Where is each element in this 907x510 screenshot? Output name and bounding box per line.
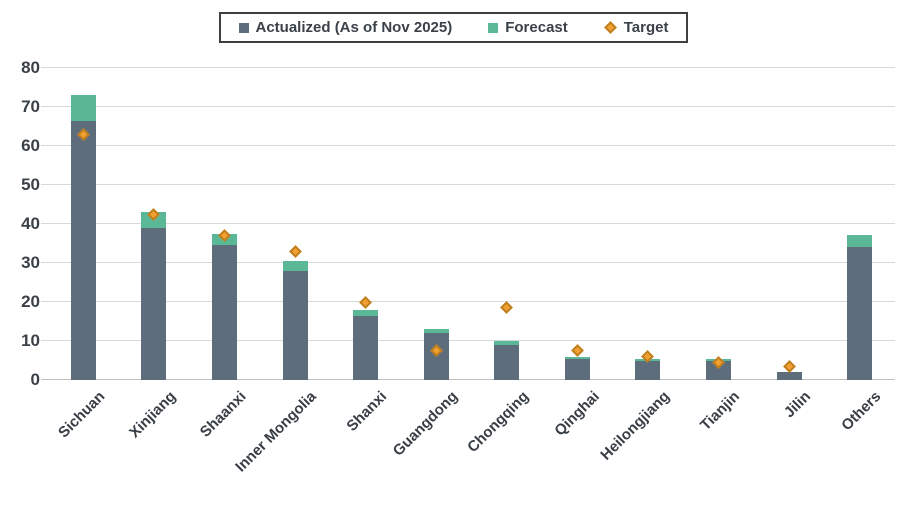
- x-axis-label-text: Sichuan: [55, 388, 109, 442]
- bar-forecast-5: [423, 329, 449, 334]
- target-marker-6: [500, 301, 514, 315]
- bar-forecast-6: [494, 341, 520, 345]
- gridline: [41, 340, 895, 341]
- legend-item-target: Target: [603, 19, 669, 36]
- x-axis-label-text: Others: [838, 388, 885, 435]
- legend-item-actualized: Actualized (As of Nov 2025): [238, 19, 453, 36]
- x-axis-label-text: Tianjin: [697, 388, 744, 435]
- bar-actualized-6: [494, 344, 520, 380]
- x-axis-label-text: Chongqing: [463, 388, 532, 456]
- y-tick-label: 20: [21, 292, 40, 311]
- target-marker-7: [571, 344, 584, 358]
- bar-actualized-11: [847, 247, 873, 380]
- bar-forecast-4: [353, 309, 379, 316]
- y-axis-labels: 0 10 20 30 40 50 60 70 80: [0, 58, 40, 389]
- x-axis-label-text: Guangdong: [389, 388, 462, 460]
- gridline: [41, 184, 895, 185]
- target-marker-4: [359, 295, 372, 309]
- x-axis-label-text: Xinjiang: [125, 388, 179, 442]
- x-axis-label-text: Qinghai: [550, 388, 603, 440]
- legend: Actualized (As of Nov 2025) Forecast Tar…: [218, 12, 689, 43]
- bar-forecast-7: [564, 356, 590, 359]
- y-tick-label: 40: [21, 214, 40, 233]
- gridline: [41, 67, 895, 68]
- y-tick-label: 50: [21, 175, 40, 194]
- y-tick-label: 80: [21, 58, 40, 77]
- bar-forecast-11: [847, 234, 873, 248]
- target-marker-3: [288, 244, 302, 258]
- x-axis-label-text: Shanxi: [343, 388, 391, 435]
- target-diamond-icon: [603, 21, 617, 34]
- x-axis-labels: Sichuan Xinjiang Shaanxi Inner Mongolia Shan…: [48, 380, 895, 510]
- y-tick-label: 0: [30, 370, 40, 389]
- gridline: [41, 262, 895, 263]
- bar-actualized-10: [776, 372, 802, 380]
- bar-forecast-0: [70, 95, 96, 121]
- y-tick-label: 70: [21, 97, 40, 116]
- legend-item-forecast: Forecast: [488, 19, 568, 36]
- bar-actualized-1: [141, 227, 167, 380]
- bar-actualized-2: [211, 245, 237, 380]
- plot-area: [41, 67, 895, 380]
- y-tick-label: 60: [21, 136, 40, 155]
- x-axis-baseline: [41, 379, 895, 380]
- x-axis-label-text: Heilongjiang: [597, 388, 673, 464]
- target-marker-10: [782, 359, 796, 373]
- gridline: [41, 145, 895, 146]
- bar-actualized-7: [564, 358, 590, 380]
- y-tick-label: 30: [21, 253, 40, 272]
- legend-label-target: Target: [623, 19, 669, 36]
- bar-actualized-4: [353, 315, 379, 380]
- bar-actualized-8: [635, 360, 661, 380]
- gridline: [41, 223, 895, 224]
- gridline: [41, 301, 895, 302]
- bar-actualized-3: [282, 270, 308, 380]
- y-tick-label: 10: [21, 331, 40, 350]
- legend-label-actualized: Actualized (As of Nov 2025): [255, 19, 453, 36]
- bar-forecast-3: [282, 261, 308, 271]
- x-axis-label-text: Jilin: [780, 388, 815, 422]
- bar-actualized-0: [70, 120, 96, 380]
- actualized-swatch-icon: [238, 22, 249, 33]
- x-axis-label-text: Shaanxi: [196, 388, 250, 441]
- legend-label-forecast: Forecast: [505, 19, 568, 36]
- forecast-swatch-icon: [488, 22, 499, 33]
- bar-actualized-9: [706, 360, 732, 380]
- gridline: [41, 106, 895, 107]
